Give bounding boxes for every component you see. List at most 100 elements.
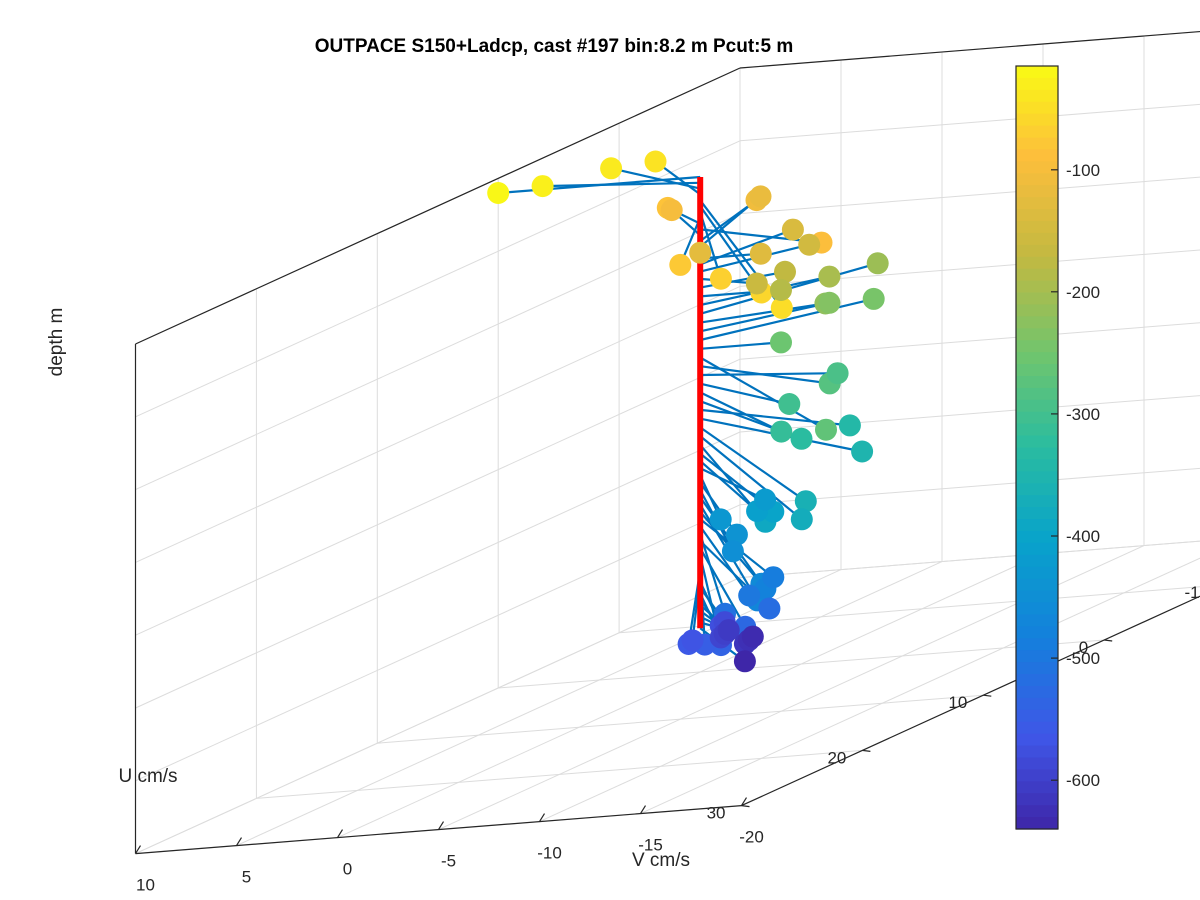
colorbar-band bbox=[1016, 101, 1058, 115]
data-point bbox=[741, 625, 764, 648]
colorbar-tick-label: -600 bbox=[1066, 771, 1100, 790]
colorbar-band bbox=[1016, 769, 1058, 782]
data-point bbox=[758, 597, 781, 620]
data-point bbox=[725, 523, 748, 546]
colorbar-band bbox=[1016, 781, 1058, 794]
colorbar-band bbox=[1016, 375, 1058, 389]
colorbar-band bbox=[1016, 817, 1058, 830]
velocity-vector bbox=[700, 372, 838, 377]
grid-line bbox=[135, 358, 741, 636]
grid-line bbox=[739, 540, 1200, 579]
velocity-vector bbox=[699, 525, 751, 597]
colorbar-tick-label: -300 bbox=[1066, 405, 1100, 424]
colorbar-band bbox=[1016, 507, 1058, 520]
colorbar-band bbox=[1016, 745, 1058, 759]
y-tick-mark bbox=[235, 837, 243, 846]
colorbar-tick-label: -100 bbox=[1066, 161, 1100, 180]
colorbar-band bbox=[1016, 471, 1058, 484]
data-point bbox=[749, 242, 772, 265]
y-tick-label: -20 bbox=[739, 828, 764, 847]
velocity-vector bbox=[700, 302, 826, 324]
y-tick-label: -15 bbox=[638, 836, 663, 855]
grid-line bbox=[135, 504, 741, 782]
y-tick-label: 5 bbox=[242, 868, 251, 887]
y-tick-mark bbox=[336, 829, 344, 838]
data-point bbox=[774, 260, 796, 283]
y-tick-label: 0 bbox=[343, 860, 352, 879]
x-tick-label: 10 bbox=[948, 693, 967, 712]
data-point bbox=[818, 291, 841, 314]
data-point bbox=[754, 488, 777, 511]
velocity-vector bbox=[699, 533, 727, 615]
colorbar-frame bbox=[1015, 65, 1059, 830]
data-point bbox=[689, 241, 712, 264]
colorbar-band bbox=[1016, 566, 1058, 580]
y-tick-mark bbox=[639, 805, 647, 814]
data-point bbox=[531, 175, 554, 198]
colorbar-band bbox=[1016, 113, 1058, 127]
x-tick-mark bbox=[862, 749, 871, 752]
grid-line bbox=[377, 694, 984, 744]
x-tick-label: 20 bbox=[827, 748, 846, 767]
colorbar-band bbox=[1016, 220, 1058, 234]
grid-line bbox=[739, 103, 1200, 142]
data-point bbox=[681, 629, 704, 652]
data-point bbox=[644, 150, 667, 173]
x-tick-label: -10 bbox=[1185, 583, 1200, 602]
axis-line bbox=[739, 30, 1200, 69]
data-point bbox=[749, 185, 772, 208]
colorbar-band bbox=[1016, 805, 1058, 818]
colorbar-band bbox=[1016, 757, 1058, 770]
data-point bbox=[770, 331, 792, 354]
data-point bbox=[862, 287, 885, 310]
colorbar-band bbox=[1016, 387, 1058, 401]
data-point bbox=[721, 540, 744, 563]
data-point bbox=[487, 182, 510, 204]
colorbar-band bbox=[1016, 590, 1058, 604]
colorbar-band bbox=[1016, 364, 1058, 377]
colorbar-band bbox=[1016, 793, 1058, 806]
colorbar-band bbox=[1016, 733, 1058, 747]
data-point bbox=[660, 199, 683, 222]
data-point bbox=[770, 420, 793, 443]
grid-line bbox=[739, 176, 1200, 215]
data-point bbox=[709, 508, 732, 531]
velocity-vector bbox=[700, 341, 782, 350]
colorbar-band bbox=[1016, 256, 1058, 270]
colorbar-band bbox=[1016, 459, 1058, 472]
y-axis-label: V cm/s bbox=[632, 850, 690, 871]
velocity-vector bbox=[699, 547, 747, 628]
velocity-vector bbox=[699, 467, 766, 501]
colorbar-ticks: -100 -200 -300 -400 -500 -600 bbox=[1051, 161, 1100, 790]
velocity-vector bbox=[699, 435, 803, 521]
y-tick-mark bbox=[134, 845, 142, 854]
x-tick-mark bbox=[983, 694, 992, 697]
grid-line bbox=[135, 213, 741, 491]
data-point bbox=[815, 418, 837, 441]
velocity-vector bbox=[699, 382, 790, 406]
colorbar-band bbox=[1016, 197, 1058, 210]
grid-line bbox=[256, 749, 863, 799]
colorbar-band bbox=[1016, 662, 1058, 675]
data-point bbox=[733, 650, 756, 673]
velocity-vector bbox=[699, 301, 830, 333]
colorbar-band bbox=[1016, 304, 1058, 317]
data-point bbox=[781, 218, 804, 241]
data-point bbox=[818, 265, 841, 288]
y-tick-mark bbox=[740, 797, 748, 806]
x-tick-mark bbox=[1104, 639, 1113, 642]
y-tick-mark bbox=[437, 821, 445, 830]
colorbar: -100 -200 -300 -400 -500 -600 bbox=[1015, 65, 1100, 830]
colorbar-band bbox=[1016, 423, 1058, 437]
data-point bbox=[669, 253, 692, 276]
y-tick-label: -5 bbox=[441, 852, 456, 871]
axis-line bbox=[135, 67, 741, 345]
colorbar-band bbox=[1016, 77, 1058, 91]
colorbar-band bbox=[1016, 292, 1058, 306]
z-axis-label: depth m bbox=[46, 308, 67, 377]
colorbar-band bbox=[1016, 173, 1058, 186]
grid-line bbox=[135, 431, 741, 709]
grid-line bbox=[640, 557, 1200, 815]
colorbar-band bbox=[1016, 519, 1058, 532]
